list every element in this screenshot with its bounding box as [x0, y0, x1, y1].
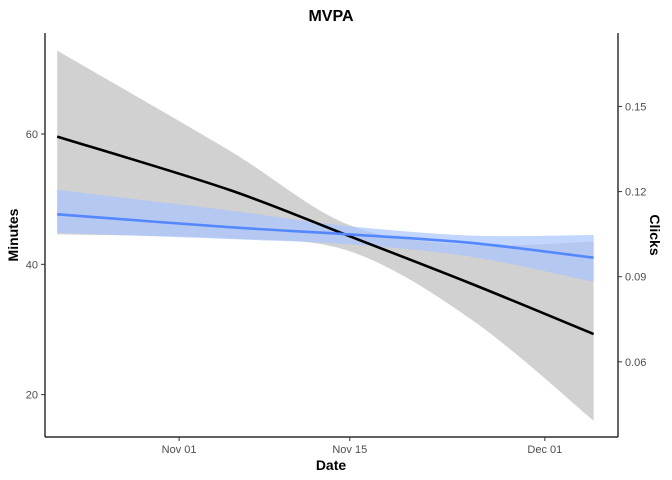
- y2-tick-label: 0.06: [625, 357, 646, 369]
- y2-tick-label: 0.15: [625, 101, 646, 113]
- y-tick-label: 40: [26, 259, 38, 271]
- ticks: Nov 01 Nov 15 Dec 01 20 40 60 0.06 0.09 0.12 0.15: [26, 101, 647, 456]
- x-axis-title: Date: [316, 457, 347, 473]
- trend-lines: [56, 135, 595, 336]
- y-tick-label: 60: [26, 129, 38, 141]
- confidence-band-2: [57, 189, 594, 282]
- x-tick-label: Nov 01: [162, 444, 197, 456]
- y-axis-title: Minutes: [5, 208, 21, 261]
- x-tick-label: Dec 01: [527, 444, 562, 456]
- y2-axis-title: Clicks: [647, 214, 663, 255]
- y2-tick-label: 0.12: [625, 187, 646, 199]
- x-tick-label: Nov 15: [332, 444, 367, 456]
- trend-line-1: [56, 135, 595, 336]
- y-tick-label: 20: [26, 390, 38, 402]
- trend-line-2: [57, 212, 594, 259]
- axes: [44, 33, 619, 438]
- chart-title: MVPA: [308, 8, 353, 25]
- confidence-bands: [57, 50, 594, 421]
- y2-tick-label: 0.09: [625, 272, 646, 284]
